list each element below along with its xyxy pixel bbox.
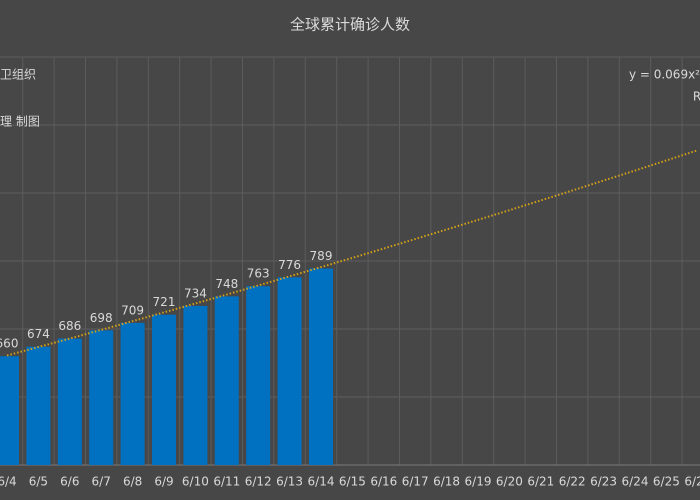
x-tick-label: 6/11 (213, 475, 240, 489)
x-tick-label: 6/9 (154, 475, 173, 489)
x-tick-label: 6/4 (0, 475, 17, 489)
x-tick-label: 6/23 (590, 475, 617, 489)
x-tick-label: 6/7 (92, 475, 111, 489)
annotation: y = 0.069x² (629, 68, 700, 82)
data-label: 686 (58, 319, 81, 333)
x-tick-label: 6/8 (123, 475, 142, 489)
x-tick-label: 6/25 (653, 475, 680, 489)
data-label: 789 (310, 249, 333, 263)
x-tick-label: 6/18 (433, 475, 460, 489)
x-tick-label: 6/6 (60, 475, 79, 489)
data-label: 709 (121, 303, 144, 317)
bar (0, 356, 19, 465)
x-tick-label: 6/26 (684, 475, 700, 489)
x-tick-label: 6/21 (527, 475, 554, 489)
x-tick-label: 6/13 (276, 475, 303, 489)
annotation: 卫组织 (0, 68, 36, 82)
x-tick-label: 6/20 (496, 475, 523, 489)
bar (57, 338, 82, 465)
bar (246, 286, 271, 465)
bar (152, 314, 176, 465)
data-label: 776 (278, 258, 301, 272)
data-label: 721 (153, 295, 176, 309)
data-label: 748 (215, 277, 238, 291)
chart-title: 全球累计确诊人数 (290, 16, 410, 34)
x-tick-label: 6/16 (370, 475, 397, 489)
x-tick-label: 6/10 (182, 475, 209, 489)
annotation: R² (693, 90, 700, 104)
data-label: 763 (247, 267, 270, 281)
data-label: 660 (0, 337, 18, 351)
bar (183, 305, 208, 465)
bar (26, 346, 51, 465)
data-label: 698 (90, 311, 113, 325)
x-tick-label: 6/5 (29, 475, 48, 489)
x-tick-label: 6/15 (339, 475, 366, 489)
annotation: 理 制图 (0, 115, 40, 129)
x-tick-label: 6/22 (559, 475, 586, 489)
bar (89, 330, 114, 465)
data-label: 674 (27, 327, 50, 341)
x-tick-label: 6/14 (308, 475, 335, 489)
x-tick-label: 6/19 (465, 475, 492, 489)
bar (309, 268, 333, 465)
bar (277, 277, 302, 465)
x-tick-label: 6/12 (245, 475, 272, 489)
bar (214, 296, 239, 465)
trend-line (6, 149, 699, 357)
x-tick-label: 6/17 (402, 475, 429, 489)
x-tick-label: 6/24 (622, 475, 649, 489)
bar (120, 322, 145, 465)
data-label: 734 (184, 286, 207, 300)
